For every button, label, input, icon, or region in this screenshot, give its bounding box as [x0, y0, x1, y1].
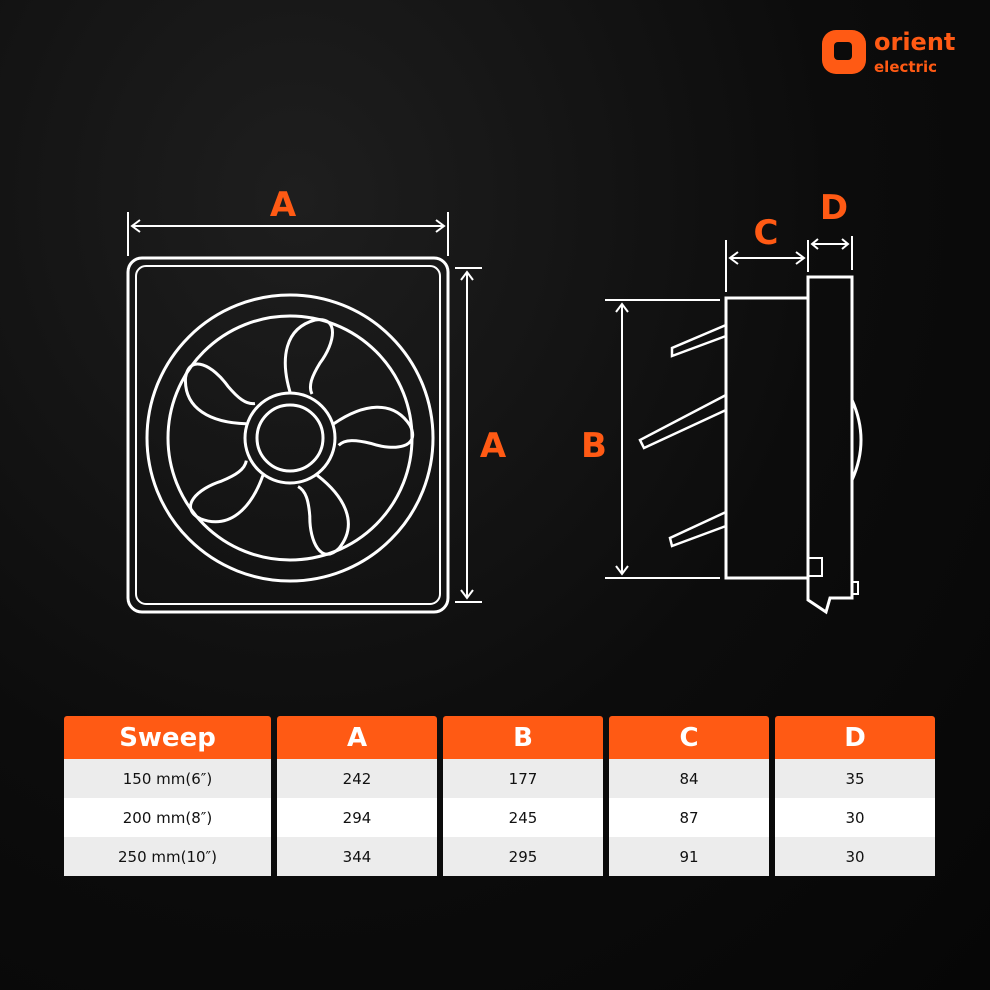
- column-header: C: [609, 716, 769, 759]
- table-cell: 87: [609, 798, 769, 837]
- table-row: 200 mm(8″) 294 245 87 30: [64, 798, 935, 837]
- dim-label-c: C: [754, 213, 779, 253]
- front-outer-frame: [126, 256, 450, 614]
- table-cell: 295: [443, 837, 603, 876]
- dim-label-d: D: [820, 188, 848, 228]
- table-cell: 294: [277, 798, 437, 837]
- table-cell: 177: [443, 759, 603, 798]
- table-cell: 30: [775, 798, 935, 837]
- column-header: Sweep: [64, 716, 271, 759]
- fan-blade: [297, 474, 350, 556]
- fan-blade: [183, 362, 256, 426]
- front-view: [126, 256, 450, 614]
- fan-blades: [183, 318, 414, 556]
- fan-blade: [332, 405, 414, 449]
- table-cell: 245: [443, 798, 603, 837]
- dim-label-a-top: A: [270, 185, 297, 225]
- side-view: [638, 275, 863, 615]
- side-front-plate: [806, 275, 854, 615]
- table-row: 150 mm(6″) 242 177 84 35: [64, 759, 935, 798]
- motor-bulge: [850, 399, 863, 481]
- grill-inner-ring: [166, 314, 414, 562]
- front-dimensions: [127, 212, 482, 603]
- brand-name: orient: [874, 28, 956, 56]
- side-body: [724, 296, 810, 580]
- table-cell: 242: [277, 759, 437, 798]
- grill-outer-ring: [145, 293, 435, 583]
- table-cell: 200 mm(8″): [64, 798, 271, 837]
- fan-blade: [189, 460, 265, 524]
- table-cell: 91: [609, 837, 769, 876]
- dim-label-a-side: A: [480, 426, 507, 466]
- hub-inner: [255, 403, 325, 473]
- table-header-row: Sweep A B C D: [64, 716, 935, 759]
- table-cell: 35: [775, 759, 935, 798]
- column-header: A: [277, 716, 437, 759]
- fan-blade: [283, 318, 334, 395]
- column-header: B: [443, 716, 603, 759]
- louver-1: [670, 323, 727, 358]
- front-inner-frame: [135, 265, 441, 605]
- dimension-table: Sweep A B C D 150 mm(6″) 242 177 84 35 200 mm(8″)…: [58, 716, 941, 876]
- table-row: 250 mm(10″) 344 295 91 30: [64, 837, 935, 876]
- louver-3: [668, 510, 727, 548]
- dim-label-b: B: [581, 426, 607, 466]
- fan-dimension-diagram: A A B C D: [126, 185, 863, 615]
- table-cell: 84: [609, 759, 769, 798]
- logo-mark-icon: [822, 30, 866, 74]
- table-cell: 30: [775, 837, 935, 876]
- table-cell: 250 mm(10″): [64, 837, 271, 876]
- hub-outer: [243, 391, 337, 485]
- column-header: D: [775, 716, 935, 759]
- brand-logo: orient electric: [822, 28, 955, 76]
- side-dimensions: [605, 236, 853, 579]
- table-cell: 344: [277, 837, 437, 876]
- brand-subname: electric: [874, 58, 937, 76]
- louver-2: [638, 393, 727, 450]
- table-cell: 150 mm(6″): [64, 759, 271, 798]
